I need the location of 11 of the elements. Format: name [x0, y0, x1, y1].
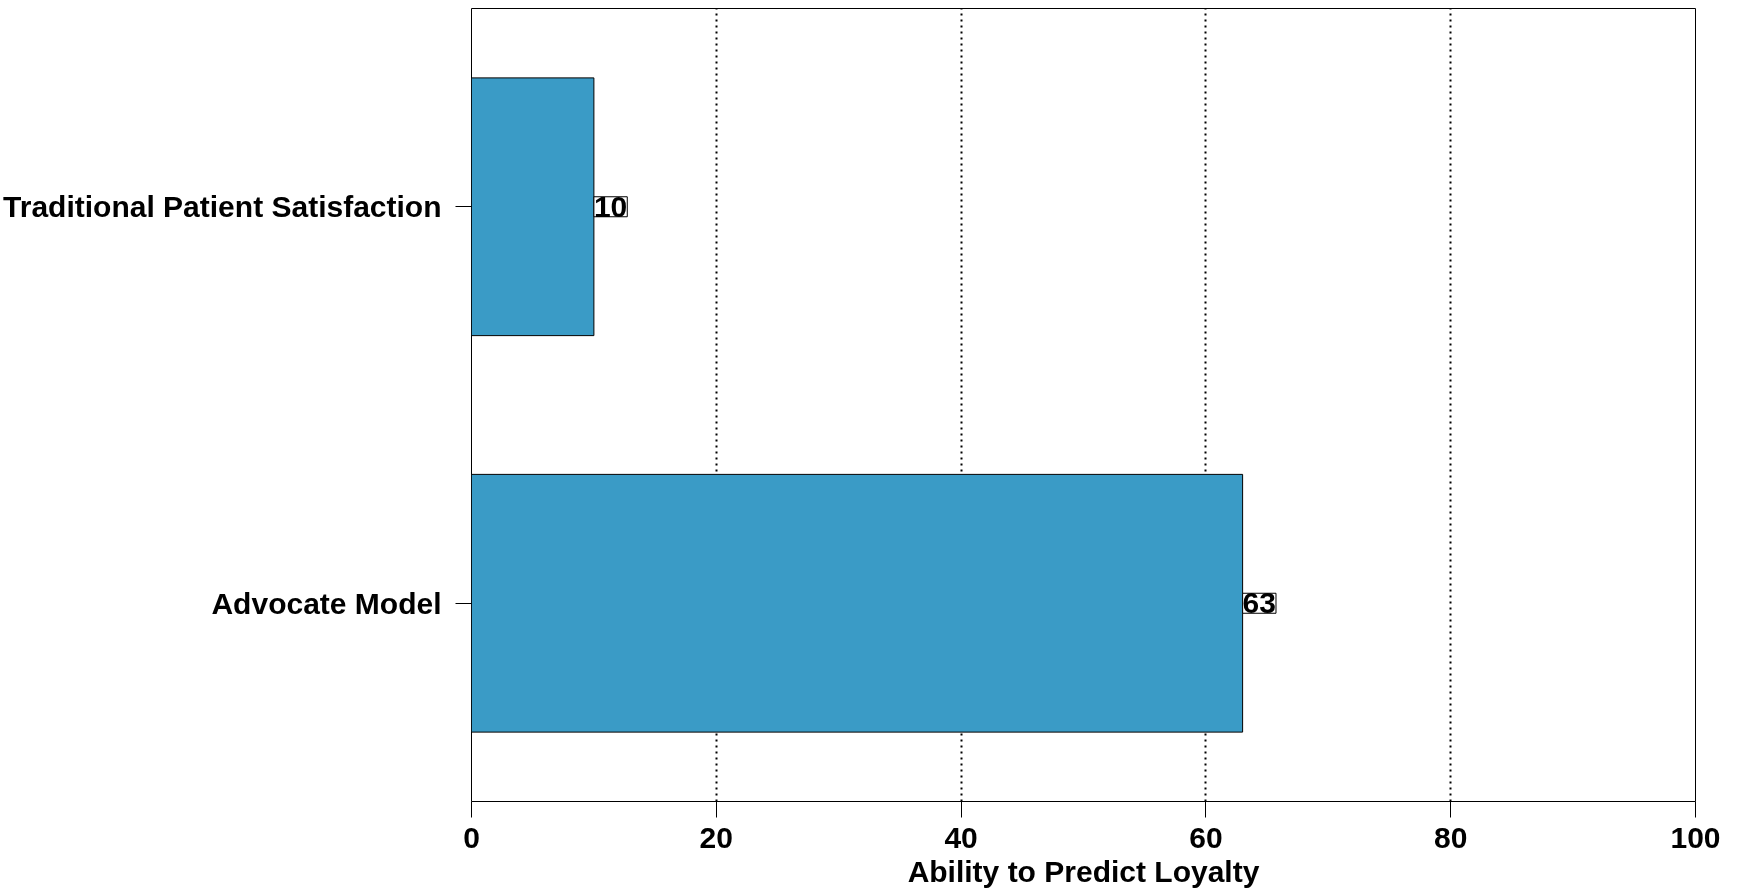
x-tick-label: 20 — [699, 820, 733, 854]
x-tick-label: 40 — [944, 820, 978, 854]
data-label: 10 — [593, 189, 628, 223]
x-tick-label: 100 — [1670, 820, 1721, 854]
y-tick-label: Traditional Patient Satisfaction — [3, 190, 442, 224]
x-tick-label: 0 — [463, 820, 480, 854]
data-label: 63 — [1242, 586, 1276, 620]
y-tick-label: Advocate Model — [211, 586, 442, 620]
x-tick-label: 60 — [1189, 820, 1223, 854]
x-axis-title: Ability to Predict Loyalty — [907, 854, 1260, 888]
x-tick-label: 80 — [1434, 820, 1468, 854]
